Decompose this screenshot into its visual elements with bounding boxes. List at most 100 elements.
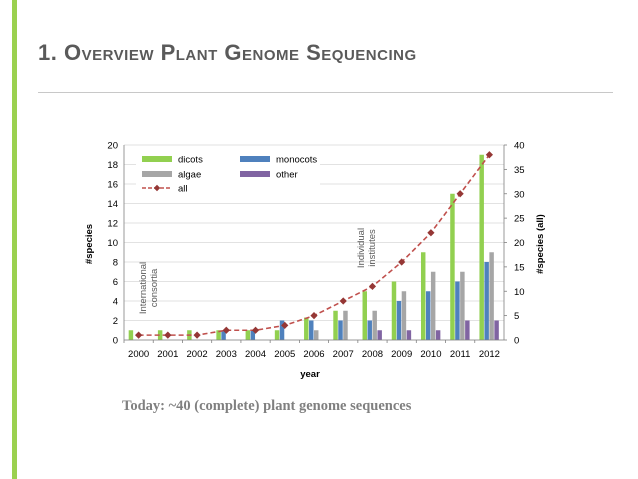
point-all-2000 [135, 331, 143, 339]
x-tick-label: 2007 [333, 349, 354, 360]
bar-algae-2011 [460, 271, 465, 340]
x-tick-label: 2011 [450, 349, 470, 360]
bar-other-2011 [465, 320, 470, 340]
point-all-2006 [310, 312, 318, 320]
bar-dicots-2005 [274, 330, 280, 340]
bar-monocots-2009 [396, 301, 402, 340]
legend-label-other: other [276, 170, 298, 181]
bar-dicots-2009 [391, 281, 397, 340]
y-right-tick-label: 20 [514, 238, 525, 249]
bar-dicots-2003 [216, 330, 221, 340]
point-all-2001 [164, 331, 172, 339]
bar-other-2012 [494, 320, 499, 340]
y-right-tick-label: 15 [514, 262, 525, 273]
legend-swatch-dicots [142, 156, 172, 162]
x-tick-label: 2002 [187, 349, 208, 360]
bar-other-2010 [435, 330, 441, 340]
bar-dicots-2008 [362, 291, 367, 340]
bar-dicots-2007 [333, 310, 338, 340]
point-all-2008 [368, 282, 377, 290]
bar-monocots-2005 [279, 320, 285, 340]
bar-monocots-2012 [484, 262, 489, 340]
y-tick-label: 0 [113, 336, 118, 347]
y-tick-label: 18 [107, 160, 118, 171]
bar-algae-2008 [372, 310, 377, 340]
bar-monocots-2006 [309, 320, 314, 340]
x-tick-label: 2006 [303, 349, 324, 360]
annotation-text: consortia [149, 268, 160, 307]
bar-monocots-2007 [338, 320, 343, 340]
point-all-2009 [398, 258, 406, 266]
x-axis-label: year [300, 369, 320, 380]
x-tick-label: 2008 [362, 349, 383, 360]
point-all-2011 [456, 190, 464, 198]
annotations: International consortia Individual institut… [138, 228, 378, 314]
bar-dicots-2000 [128, 330, 134, 340]
y-right-tick-label: 5 [514, 311, 519, 322]
accent-bar [12, 0, 17, 479]
y-tick-label: 8 [113, 258, 118, 269]
point-all-2007 [339, 297, 347, 305]
bar-dicots-2001 [157, 330, 163, 340]
legend: dicots monocots algae other all [136, 150, 320, 196]
bar-dicots-2011 [450, 193, 455, 340]
bar-dicots-2006 [304, 317, 309, 340]
point-all-2004 [251, 326, 260, 334]
subtitle: Today: ~40 (complete) plant genome seque… [122, 398, 412, 414]
bar-dicots-2004 [245, 330, 251, 340]
y-axis-label: #species [84, 224, 95, 264]
legend-label-algae: algae [178, 170, 201, 181]
bar-algae-2007 [343, 310, 348, 340]
bars [128, 154, 499, 340]
y-right-tick-label: 30 [514, 189, 525, 200]
bar-monocots-2008 [367, 320, 372, 340]
bar-other-2008 [377, 330, 382, 340]
x-tick-label: 2001 [157, 349, 178, 360]
legend-swatch-other [240, 171, 270, 177]
annotation-text: institutes [367, 229, 378, 267]
y-tick-label: 10 [107, 238, 118, 249]
x-tick-label: 2010 [420, 349, 441, 360]
legend-marker-all [153, 184, 161, 192]
x-tick-label: 2012 [479, 349, 500, 360]
bar-other-2009 [406, 330, 412, 340]
legend-swatch-algae [142, 171, 172, 177]
bar-monocots-2004 [250, 330, 256, 340]
y-right-tick-label: 25 [514, 214, 525, 225]
x-tick-label: 2003 [216, 349, 237, 360]
point-all-2002 [193, 331, 201, 339]
bar-monocots-2011 [455, 281, 460, 340]
y-axis-right-label: #species (all) [535, 214, 546, 274]
bar-dicots-2012 [479, 154, 484, 340]
point-all-2003 [222, 326, 230, 334]
y-tick-label: 16 [107, 180, 118, 191]
point-all-2012 [485, 151, 493, 159]
title-divider [38, 92, 613, 93]
legend-label-all: all [178, 184, 188, 195]
line-series-all [135, 151, 493, 339]
y-right-tick-label: 35 [514, 165, 525, 176]
y-tick-label: 6 [113, 277, 118, 288]
slide-title: 1. Overview Plant Genome Sequencing [38, 40, 417, 65]
y-tick-label: 2 [113, 316, 118, 327]
bar-algae-2012 [489, 252, 494, 340]
bar-dicots-2010 [420, 252, 426, 340]
point-all-2005 [281, 321, 289, 329]
annotation-text: International [138, 262, 149, 314]
x-tick-label: 2005 [274, 349, 295, 360]
legend-label-dicots: dicots [178, 155, 203, 166]
x-tick-label: 2000 [128, 349, 149, 360]
y-right-tick-label: 10 [514, 287, 525, 298]
legend-label-monocots: monocots [276, 155, 317, 166]
y-tick-label: 4 [113, 297, 118, 308]
bar-algae-2010 [430, 271, 436, 340]
annotation-text: Individual [356, 228, 367, 268]
point-all-2010 [427, 229, 435, 237]
y-right-tick-label: 0 [514, 336, 519, 347]
legend-swatch-monocots [240, 156, 270, 162]
y-tick-label: 20 [107, 141, 118, 152]
x-tick-label: 2009 [391, 349, 412, 360]
bar-monocots-2010 [425, 291, 431, 340]
